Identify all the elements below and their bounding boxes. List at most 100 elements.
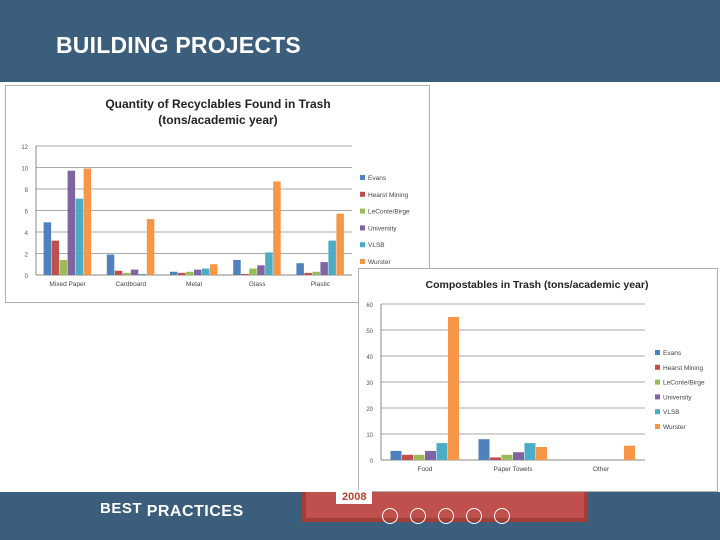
recyclables-ytick: 10 xyxy=(21,167,28,173)
recyclables-bar-vlsb xyxy=(138,273,147,275)
recyclables-ytick: 6 xyxy=(25,210,29,216)
compostables-ytick: 60 xyxy=(366,303,373,309)
brand-practices: PRACTICES xyxy=(146,503,244,520)
compostables-legend-label: VLSB xyxy=(663,409,680,416)
recyclables-legend-swatch xyxy=(360,225,365,231)
compostables-xtick: Food xyxy=(418,466,433,473)
recyclables-chart: Quantity of Recyclables Found in Trash (t… xyxy=(5,85,430,303)
recyclables-bar-leconte-birge xyxy=(59,259,68,275)
recyclables-bar-leconte-birge xyxy=(186,271,194,275)
recyclables-bar-wurster xyxy=(273,181,281,275)
recyclables-bar-evans xyxy=(296,263,304,275)
recyclables-ytick: 12 xyxy=(21,145,28,151)
recyclables-legend-swatch xyxy=(360,242,365,248)
best-practices-logo: BEST PRACTICES xyxy=(100,500,244,520)
recyclables-bar-hearst-mining xyxy=(178,272,186,275)
recyclables-ytick: 0 xyxy=(25,274,29,280)
recyclables-bar-wurster xyxy=(336,213,344,275)
recyclables-legend-label: University xyxy=(368,225,397,232)
recyclables-bar-university xyxy=(257,265,265,275)
recyclables-bar-evans xyxy=(170,271,178,275)
compostables-bar-evans xyxy=(478,439,490,460)
compostables-bar-wurster xyxy=(536,447,547,460)
recyclables-xtick: Metal xyxy=(186,281,202,288)
recyclables-bar-university xyxy=(130,269,139,275)
recycle-icon xyxy=(410,508,426,524)
compostables-ytick: 20 xyxy=(366,407,373,413)
compostables-legend-swatch xyxy=(655,394,660,400)
recyclables-bar-wurster xyxy=(210,264,218,275)
compostables-legend-label: University xyxy=(663,394,692,401)
slide-header: BUILDING PROJECTS xyxy=(0,0,720,82)
recyclables-bar-hearst-mining xyxy=(241,273,249,275)
recyclables-ytick: 8 xyxy=(25,188,29,194)
recyclables-title: Quantity of Recyclables Found in Trash xyxy=(105,97,330,111)
compostables-xtick: Paper Towels xyxy=(494,466,534,473)
recyclables-bar-hearst-mining xyxy=(114,270,123,275)
recyclables-bar-vlsb xyxy=(75,198,84,275)
recyclables-bar-wurster xyxy=(146,219,155,275)
recyclables-chart-svg: Quantity of Recyclables Found in Trash (t… xyxy=(21,97,410,288)
compostables-legend-swatch xyxy=(655,409,660,415)
recyclables-bar-hearst-mining xyxy=(304,272,312,275)
water-icon xyxy=(466,508,482,524)
compostables-legend-label: Wurster xyxy=(663,424,686,431)
compostables-legend-label: Evans xyxy=(663,350,682,357)
compostables-bar-leconte-birge xyxy=(501,454,513,460)
recyclables-legend-swatch xyxy=(360,191,365,197)
recyclables-legend-label: Evans xyxy=(368,175,387,182)
compostables-chart-svg: Compostables in Trash (tons/academic yea… xyxy=(366,279,705,473)
recyclables-bar-university xyxy=(194,269,202,275)
recyclables-bar-evans xyxy=(233,259,241,275)
leaf-icon xyxy=(382,508,398,524)
compostables-bar-vlsb xyxy=(524,443,536,460)
compostables-xtick: Other xyxy=(593,466,610,473)
recyclables-legend-label: LeConte/Birge xyxy=(368,209,410,216)
compostables-legend-swatch xyxy=(655,364,660,370)
compostables-bar-wurster xyxy=(448,317,459,460)
compostables-bar-university xyxy=(425,450,436,460)
compostables-bar-hearst-mining xyxy=(402,454,413,460)
recyclables-bar-leconte-birge xyxy=(312,271,320,275)
compostables-ytick: 40 xyxy=(366,355,373,361)
compostables-bar-vlsb xyxy=(436,443,448,460)
brand-best: BEST xyxy=(100,500,143,517)
recyclables-bar-vlsb xyxy=(328,240,336,275)
recyclables-bar-vlsb xyxy=(265,252,273,275)
recyclables-legend-label: VLSB xyxy=(368,242,385,249)
recyclables-bar-wurster xyxy=(83,168,92,275)
compostables-legend-swatch xyxy=(655,379,660,385)
recyclables-xtick: Plastic xyxy=(311,281,331,288)
compostables-bar-hearst-mining xyxy=(490,457,501,460)
compostables-ytick: 50 xyxy=(366,329,373,335)
year-label: 2008 xyxy=(336,490,373,504)
recyclables-bar-university xyxy=(320,262,328,275)
compostables-legend-label: LeConte/Birge xyxy=(663,380,705,387)
compostables-ytick: 10 xyxy=(366,433,373,439)
compostables-bar-wurster xyxy=(624,445,635,460)
compostables-title: Compostables in Trash (tons/academic yea… xyxy=(426,279,649,291)
recyclables-bar-university xyxy=(67,170,76,275)
compostables-chart: Compostables in Trash (tons/academic yea… xyxy=(358,268,718,492)
recyclables-legend-swatch xyxy=(360,208,365,214)
recyclables-xtick: Glass xyxy=(249,281,266,288)
compostables-bar-university xyxy=(513,452,524,460)
recyclables-xtick: Mixed Paper xyxy=(49,281,86,288)
recyclables-legend-swatch xyxy=(360,259,365,264)
compostables-bar-evans xyxy=(390,450,402,460)
recyclables-legend-label: Hearst Mining xyxy=(368,192,408,199)
recyclables-legend-swatch xyxy=(360,175,365,180)
recyclables-bar-hearst-mining xyxy=(51,240,60,275)
recyclables-bar-leconte-birge xyxy=(249,268,257,275)
recyclables-xtick: Cardboard xyxy=(115,281,146,288)
compostables-bar-leconte-birge xyxy=(413,454,425,460)
recyclables-ytick: 4 xyxy=(25,231,29,237)
recyclables-bar-evans xyxy=(43,222,52,275)
compostables-legend-label: Hearst Mining xyxy=(663,365,703,372)
slide-title: BUILDING PROJECTS xyxy=(56,32,301,58)
compostables-legend-swatch xyxy=(655,424,660,429)
recyclables-ytick: 2 xyxy=(25,253,29,259)
compostables-ytick: 30 xyxy=(366,381,373,387)
sustainability-icons xyxy=(380,508,530,538)
compostables-ytick: 0 xyxy=(370,459,374,465)
